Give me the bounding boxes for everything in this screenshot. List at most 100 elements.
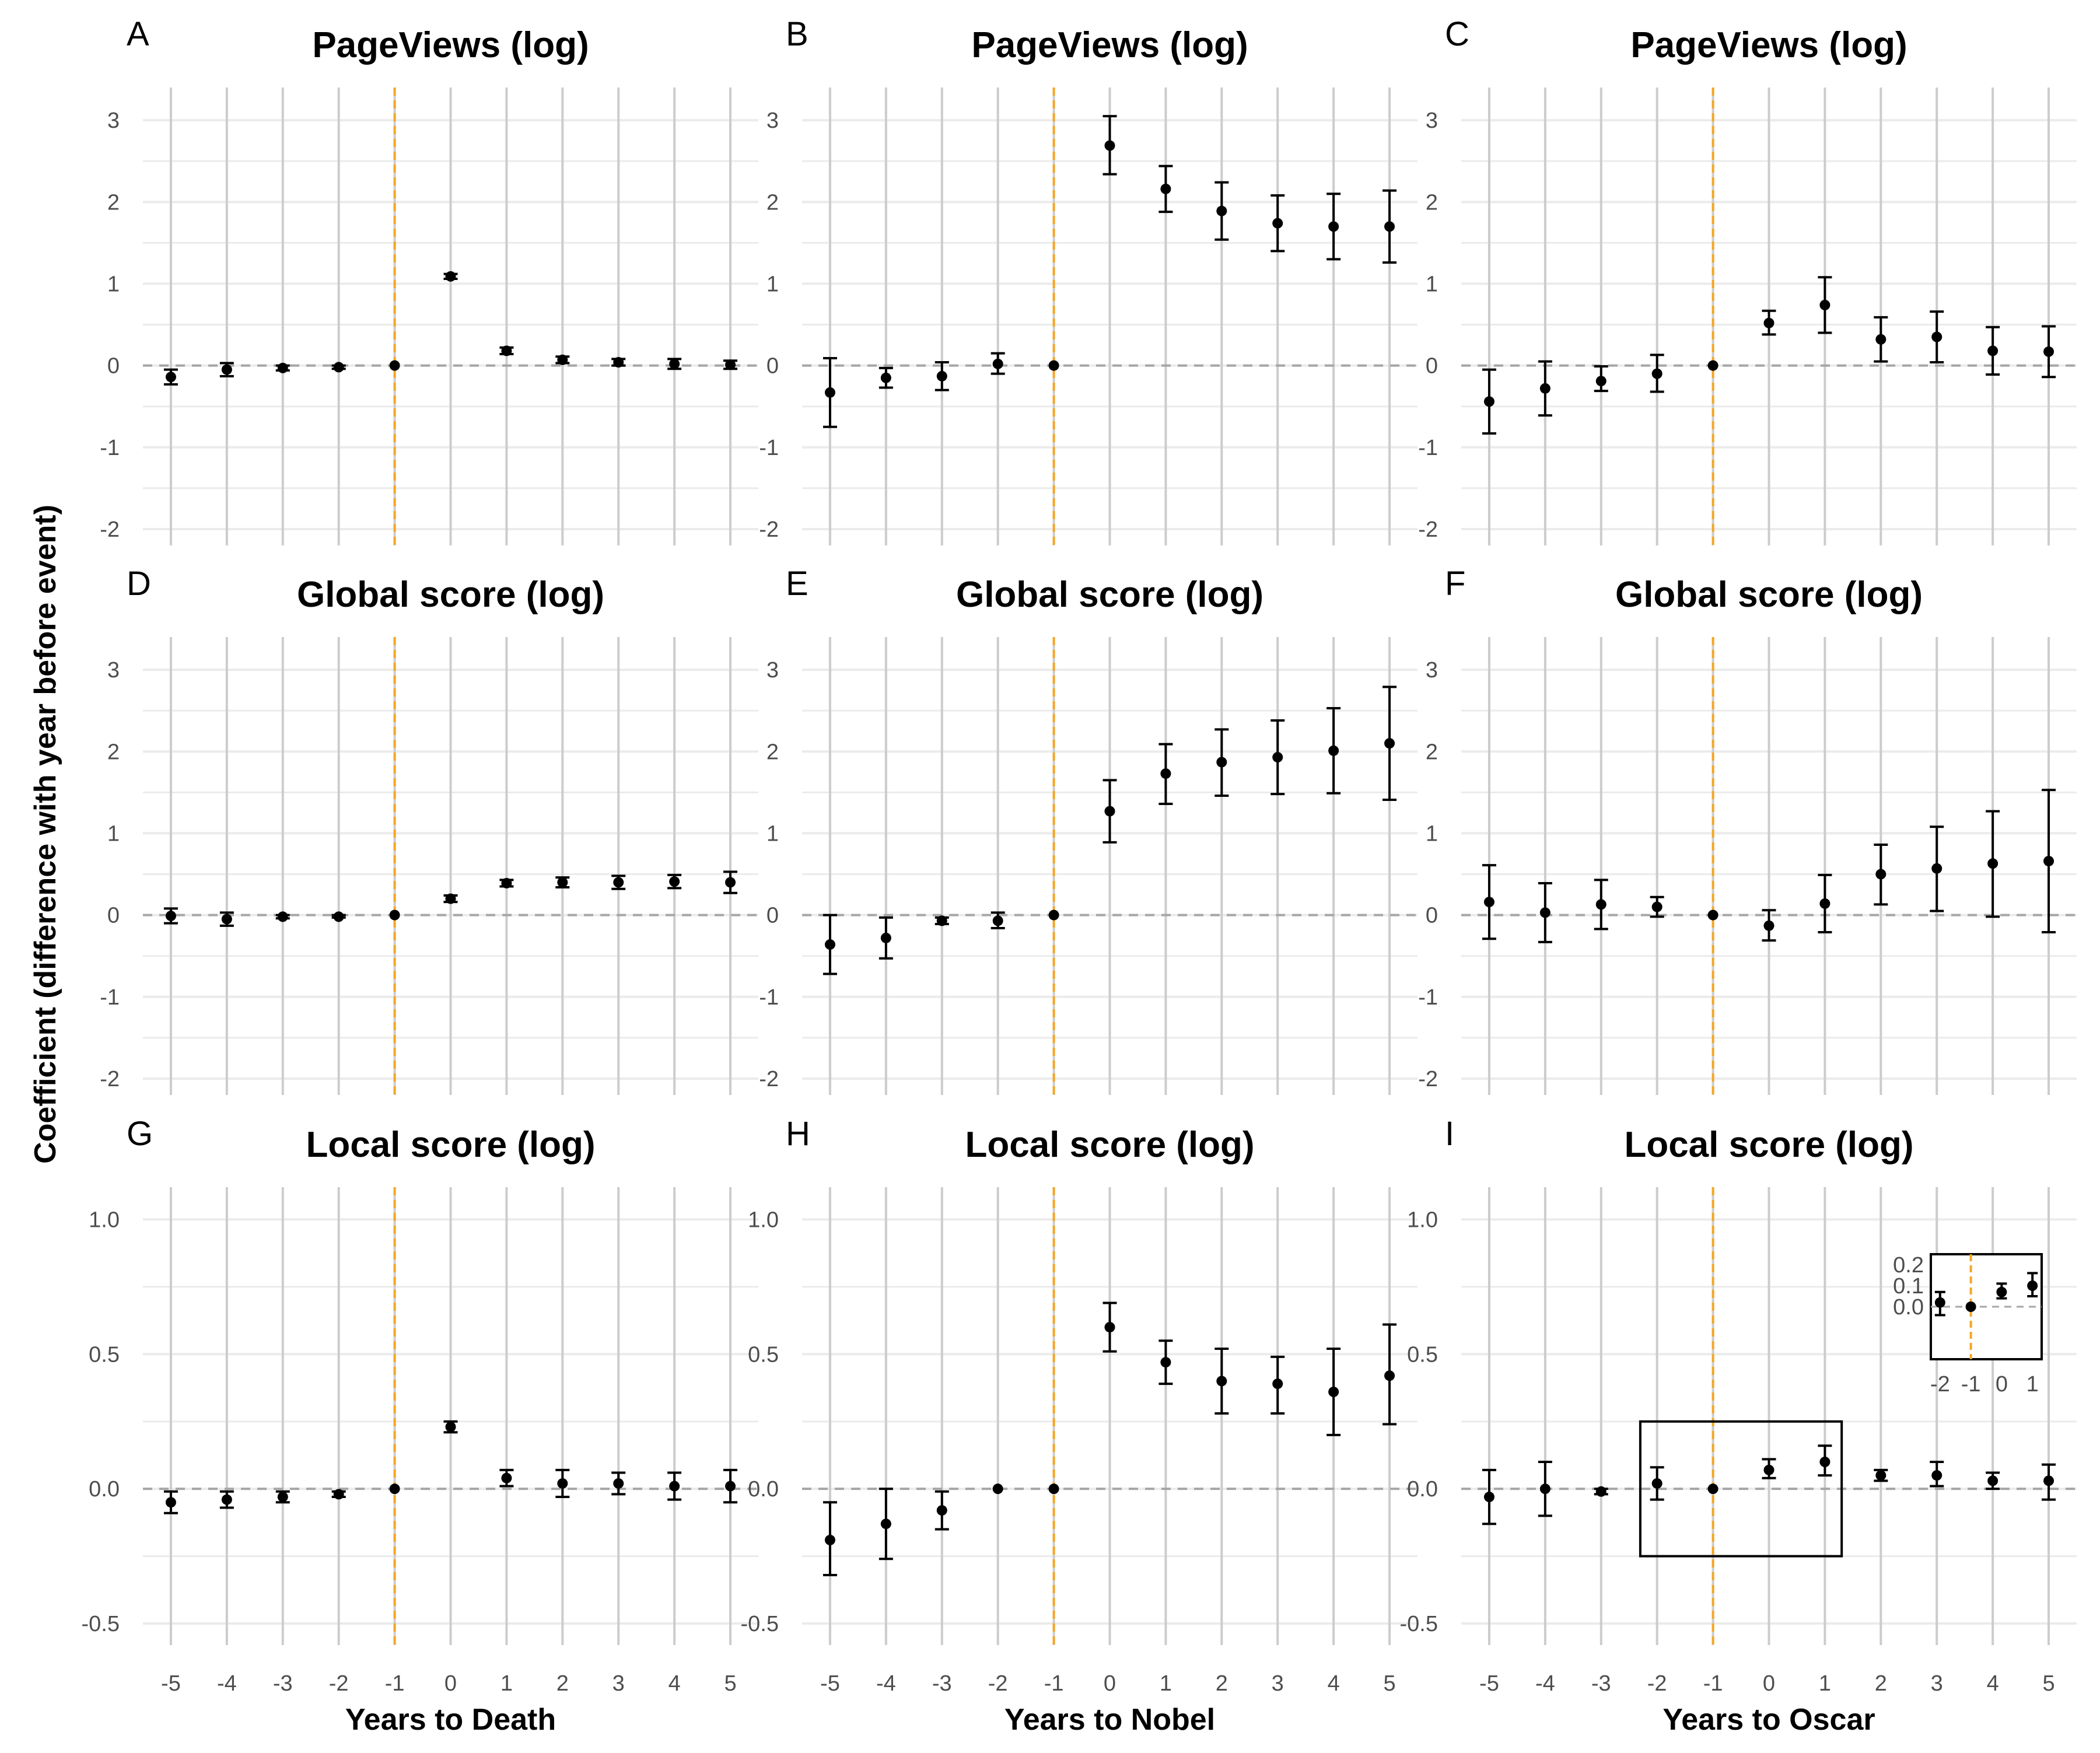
x-tick-label: 2 bbox=[556, 1671, 569, 1696]
y-tick-label: 3 bbox=[766, 658, 779, 683]
data-point bbox=[669, 876, 680, 887]
inset-x-tick-label: -1 bbox=[1961, 1372, 1981, 1397]
data-point bbox=[333, 362, 344, 373]
data-point bbox=[1763, 317, 1774, 328]
data-point bbox=[1104, 140, 1115, 151]
data-point bbox=[1048, 1483, 1059, 1495]
y-tick-label: 3 bbox=[1426, 109, 1438, 133]
inset-y-tick-label: 0.1 bbox=[1893, 1274, 1924, 1299]
data-point bbox=[1539, 1483, 1550, 1495]
data-point bbox=[1483, 897, 1494, 908]
x-tick-label: 3 bbox=[1272, 1671, 1284, 1696]
panel-h: H Local score (log) -0.5 0.0 0.5 1.0 -5 -4 -3 -2 -… bbox=[741, 1115, 1418, 1737]
panel-title: PageViews (log) bbox=[971, 25, 1248, 65]
data-point bbox=[1272, 1378, 1283, 1390]
y-tick-label: 2 bbox=[766, 190, 779, 215]
y-tick-label: 1.0 bbox=[89, 1208, 120, 1232]
inset-x-tick-label: -2 bbox=[1930, 1372, 1950, 1397]
panel-letter: F bbox=[1445, 565, 1465, 603]
data-point bbox=[1875, 1470, 1887, 1481]
y-tick-label: -2 bbox=[1418, 517, 1438, 542]
x-tick-label: 2 bbox=[1875, 1671, 1887, 1696]
data-point bbox=[1328, 1386, 1339, 1397]
data-point bbox=[389, 909, 400, 921]
inset-highlight-box bbox=[1639, 1420, 1843, 1558]
y-tick-label: 0.5 bbox=[89, 1342, 120, 1367]
data-point bbox=[1987, 1475, 1999, 1486]
inset-data-point bbox=[1996, 1286, 2007, 1297]
inset-x-tick-label: 1 bbox=[2027, 1372, 2039, 1397]
x-tick-label: -1 bbox=[385, 1671, 405, 1696]
x-tick-label: -2 bbox=[329, 1671, 349, 1696]
panel-letter: D bbox=[127, 565, 151, 603]
x-tick-label: 4 bbox=[1328, 1671, 1340, 1696]
panel-d: D Global score (log) -2 -1 0 1 2 3 bbox=[100, 565, 758, 1095]
x-tick-label: -3 bbox=[273, 1671, 293, 1696]
data-point bbox=[1931, 1470, 1943, 1481]
data-point bbox=[1160, 183, 1171, 194]
x-tick-label: 5 bbox=[1383, 1671, 1395, 1696]
data-point bbox=[1875, 869, 1887, 880]
y-tick-label: 2 bbox=[107, 190, 120, 215]
data-point bbox=[1539, 383, 1550, 394]
data-point bbox=[221, 1494, 232, 1505]
data-point bbox=[557, 877, 568, 888]
y-tick-label: -1 bbox=[100, 985, 120, 1010]
data-point bbox=[1384, 1370, 1395, 1381]
inset-data-point bbox=[1934, 1297, 1945, 1308]
panel-c: C PageViews (log) -2 -1 0 1 2 3 bbox=[1418, 15, 2077, 545]
data-point bbox=[1651, 901, 1662, 912]
x-tick-label: 0 bbox=[444, 1671, 457, 1696]
data-point bbox=[936, 1505, 947, 1516]
y-tick-label: -2 bbox=[100, 1067, 120, 1091]
y-tick-label: 2 bbox=[1426, 190, 1438, 215]
inset-plot: 0.00.10.2 -2 -1 0 1 bbox=[1893, 1253, 2043, 1397]
panel-e: E Global score (log) -2 -1 0 1 2 3 bbox=[759, 565, 1418, 1095]
x-tick-label: -4 bbox=[217, 1671, 237, 1696]
panel-title: PageViews (log) bbox=[312, 25, 589, 65]
y-tick-label: 2 bbox=[766, 740, 779, 764]
data-point bbox=[1160, 1357, 1171, 1368]
panel-letter: H bbox=[786, 1115, 810, 1153]
data-point bbox=[2043, 1475, 2054, 1486]
data-point bbox=[1539, 907, 1550, 918]
panel-g: G Local score (log) -0.5 0.0 0.5 1.0 -5 -4 -3 -2 -… bbox=[82, 1115, 758, 1737]
data-point bbox=[1048, 360, 1059, 371]
data-point bbox=[165, 911, 176, 922]
data-point bbox=[880, 1518, 891, 1530]
x-tick-label: 1 bbox=[501, 1671, 513, 1696]
x-tick-label: 4 bbox=[1987, 1671, 1999, 1696]
data-point bbox=[557, 1478, 568, 1489]
panel-title: Global score (log) bbox=[297, 575, 604, 615]
x-tick-label: -2 bbox=[988, 1671, 1008, 1696]
y-tick-label: 1 bbox=[107, 272, 120, 296]
data-point bbox=[1384, 221, 1395, 232]
data-point bbox=[992, 358, 1003, 369]
y-tick-label: 1 bbox=[766, 821, 779, 846]
y-tick-label: 3 bbox=[766, 109, 779, 133]
data-point bbox=[1384, 738, 1395, 749]
panel-letter: G bbox=[127, 1115, 153, 1153]
x-tick-label: -3 bbox=[1591, 1671, 1611, 1696]
inset-x-tick-label: 0 bbox=[1996, 1372, 2008, 1397]
y-tick-label: 1 bbox=[766, 272, 779, 296]
y-tick-label: 0.5 bbox=[748, 1342, 779, 1367]
x-tick-label: -3 bbox=[932, 1671, 952, 1696]
panel-letter: E bbox=[786, 565, 808, 603]
data-point bbox=[501, 877, 512, 888]
panel-title: PageViews (log) bbox=[1630, 25, 1907, 65]
x-axis-title: Years to Nobel bbox=[1005, 1703, 1215, 1737]
data-point bbox=[992, 1483, 1003, 1495]
panel-letter: I bbox=[1445, 1115, 1454, 1153]
y-tick-label: 2 bbox=[1426, 740, 1438, 764]
y-tick-label: -2 bbox=[759, 1067, 779, 1091]
x-tick-label: -1 bbox=[1703, 1671, 1723, 1696]
data-point bbox=[165, 1497, 176, 1508]
y-tick-label: -2 bbox=[1418, 1067, 1438, 1091]
x-tick-label: 3 bbox=[1931, 1671, 1943, 1696]
x-tick-label: 5 bbox=[2042, 1671, 2054, 1696]
data-point bbox=[1707, 909, 1718, 921]
y-tick-label: -1 bbox=[1418, 985, 1438, 1010]
x-tick-label: -5 bbox=[161, 1671, 181, 1696]
